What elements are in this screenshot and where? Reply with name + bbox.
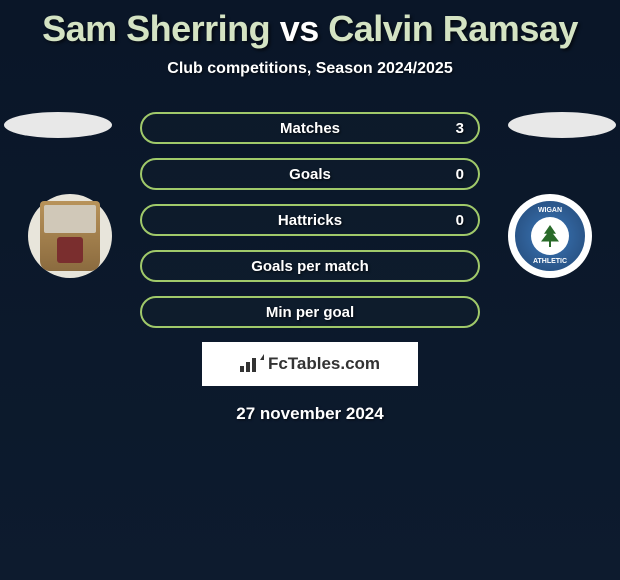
player2-name: Calvin Ramsay <box>328 8 578 49</box>
wigan-crest-icon: WIGAN ATHLETIC <box>512 198 588 274</box>
subtitle: Club competitions, Season 2024/2025 <box>0 60 620 78</box>
snapshot-date: 27 november 2024 <box>0 404 620 424</box>
stat-rows: Matches 3 Goals 0 Hattricks 0 Goals per … <box>140 112 480 328</box>
wigan-center <box>531 217 569 255</box>
stat-row-goals-per-match: Goals per match <box>140 250 480 282</box>
player1-club-badge <box>28 194 112 278</box>
wigan-top-text: WIGAN <box>538 207 562 214</box>
comparison-title: Sam Sherring vs Calvin Ramsay <box>0 0 620 50</box>
stat-value-right: 0 <box>456 212 464 229</box>
stat-label: Hattricks <box>278 212 342 229</box>
stat-row-matches: Matches 3 <box>140 112 480 144</box>
stat-label: Goals <box>289 166 331 183</box>
northampton-crest-icon <box>40 201 100 271</box>
stat-value-right: 0 <box>456 166 464 183</box>
stat-row-goals: Goals 0 <box>140 158 480 190</box>
barchart-icon <box>240 356 262 372</box>
stat-label: Goals per match <box>251 258 369 275</box>
fctables-logo[interactable]: FcTables.com <box>202 342 418 386</box>
wigan-bottom-text: ATHLETIC <box>533 258 567 265</box>
stat-label: Matches <box>280 120 340 137</box>
player2-club-badge: WIGAN ATHLETIC <box>508 194 592 278</box>
stat-row-min-per-goal: Min per goal <box>140 296 480 328</box>
stat-label: Min per goal <box>266 304 354 321</box>
right-oval-decoration <box>508 112 616 138</box>
player1-name: Sam Sherring <box>42 8 270 49</box>
logo-text: FcTables.com <box>268 354 380 374</box>
left-oval-decoration <box>4 112 112 138</box>
content-area: WIGAN ATHLETIC Matches 3 Goals 0 Hattric… <box>0 112 620 424</box>
stat-row-hattricks: Hattricks 0 <box>140 204 480 236</box>
stat-value-right: 3 <box>456 120 464 137</box>
wigan-tree-icon <box>540 225 560 247</box>
vs-word: vs <box>280 8 319 49</box>
